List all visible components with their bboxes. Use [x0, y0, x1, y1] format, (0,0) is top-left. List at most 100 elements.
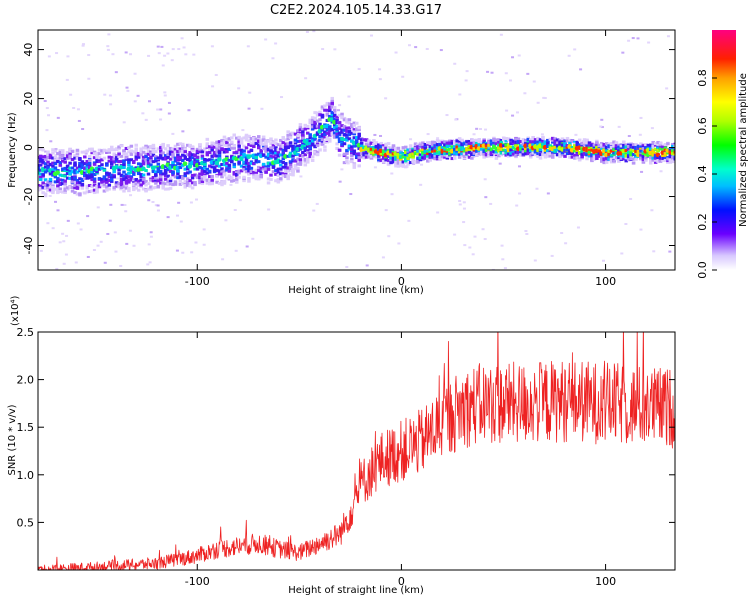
spectrogram-cell — [320, 115, 325, 119]
spectrogram-cell — [357, 136, 361, 140]
spectrogram-cell — [546, 144, 550, 148]
spectrogram-cell — [626, 147, 631, 151]
spectrogram-cell — [51, 227, 55, 230]
spectrogram-cell — [318, 122, 322, 126]
spectrogram-cell — [465, 146, 469, 150]
spectrogram-cell — [394, 155, 398, 159]
colorbar-ticks: 0.00.20.40.60.8 — [696, 69, 717, 279]
spectrogram-cell — [453, 62, 457, 65]
spectrogram-cell — [139, 147, 143, 151]
spectrogram-cell — [369, 147, 374, 151]
spectrogram-cell — [203, 166, 207, 170]
spectrogram-cell — [345, 138, 349, 142]
spectrogram-cell — [188, 151, 192, 155]
spectrogram-cell — [639, 142, 643, 146]
spectrogram-cell — [357, 132, 361, 136]
spectrogram-cell — [504, 72, 508, 75]
spectrogram-cell — [416, 158, 420, 162]
spectrogram-cell — [193, 153, 197, 157]
spectrogram-cell — [310, 125, 315, 129]
spectrogram-cell — [41, 177, 45, 180]
spectrogram-cell — [147, 243, 151, 246]
spectrogram-cell — [254, 141, 259, 145]
spectrogram-cell — [653, 143, 658, 147]
spectrogram-cell — [563, 142, 567, 146]
spectrogram-cell — [90, 172, 94, 176]
spectrogram-cell — [65, 234, 69, 237]
spectrogram-cell — [352, 165, 357, 169]
spectrogram-cell — [159, 171, 163, 175]
spectrogram-cell — [357, 156, 361, 160]
spectrogram-cell — [453, 140, 457, 144]
spectrogram-cell — [279, 144, 283, 148]
spectrogram-cell — [51, 161, 55, 165]
snr-panel: -100 0 100 0.51.01.52.02.5 Height of strai… — [7, 295, 676, 596]
spectrogram-cell — [553, 137, 557, 141]
spectrogram-cell — [626, 155, 631, 159]
spectrogram-cell — [149, 163, 153, 167]
spectrogram-cell — [558, 152, 562, 156]
spectrogram-cell — [47, 55, 51, 58]
spectrogram-cell — [418, 158, 423, 162]
spectrogram-cell — [641, 147, 646, 151]
spectrogram-cell — [78, 164, 82, 168]
spectrogram-cell — [281, 172, 285, 176]
spectrogram-cell — [592, 143, 597, 147]
spectrogram-cell — [489, 202, 493, 205]
spectrogram-cell — [266, 167, 271, 171]
spectrogram-cell — [156, 156, 161, 160]
spectrogram-cell — [430, 154, 435, 158]
spectrogram-cell — [112, 148, 116, 152]
spectrogram-cell — [214, 73, 218, 76]
spectrogram-cell — [666, 35, 670, 38]
spectrogram-cell — [546, 154, 550, 158]
spectrogram-cell — [413, 143, 418, 147]
spectrogram-cell — [656, 143, 660, 147]
spectrogram-cell — [48, 190, 52, 193]
spectrogram-cell — [460, 154, 464, 158]
spectrogram-cell — [465, 70, 469, 73]
spectrogram-cell — [96, 206, 100, 209]
spectrogram-cell — [600, 143, 604, 147]
spectrogram-cell — [423, 149, 428, 153]
spectrogram-cell — [499, 151, 504, 155]
spectrogram-cell — [590, 143, 594, 147]
spectrogram-cell — [129, 194, 133, 197]
spectrogram-cell — [288, 165, 293, 169]
spectrogram-cell — [124, 173, 129, 177]
spectrogram-cell — [504, 139, 508, 143]
spectrogram-cell — [244, 158, 249, 162]
spectrogram-cell — [318, 110, 322, 114]
spectrogram-cell — [335, 115, 339, 119]
spectrogram-cell — [109, 103, 113, 106]
spectrogram-cell — [225, 144, 229, 148]
spectrogram-cell — [337, 127, 342, 131]
spectrogram-cell — [413, 146, 418, 150]
spectrogram-cell — [595, 145, 599, 149]
spectrogram-cell — [141, 187, 146, 191]
spectrogram-cell — [95, 151, 99, 155]
spectrogram-cell — [649, 158, 653, 162]
spectrogram-cell — [168, 182, 173, 186]
spectrogram-cell — [416, 152, 420, 156]
spectrogram-cell — [355, 154, 359, 158]
spectrogram-cell — [173, 144, 178, 148]
spectrogram-cell — [73, 176, 77, 180]
spectrogram-cell — [127, 163, 131, 167]
spectrogram-cell — [188, 184, 192, 188]
spectrogram-cell — [671, 160, 675, 164]
spectrogram-cell — [617, 159, 621, 163]
spectrogram-cell — [296, 129, 300, 133]
spectrogram-cell — [546, 149, 550, 153]
spectrogram-cell — [318, 118, 322, 122]
spectrogram-cell — [528, 138, 533, 142]
spectrogram-cell — [119, 184, 124, 188]
spectrogram-cell — [291, 169, 295, 173]
spectrogram-cell — [279, 142, 283, 146]
spectrogram-cell — [454, 118, 458, 121]
spectrogram-cell — [609, 155, 614, 159]
spectrogram-cell — [56, 177, 60, 181]
spectrogram-cell — [604, 160, 609, 164]
spectrogram-cell — [48, 177, 53, 181]
